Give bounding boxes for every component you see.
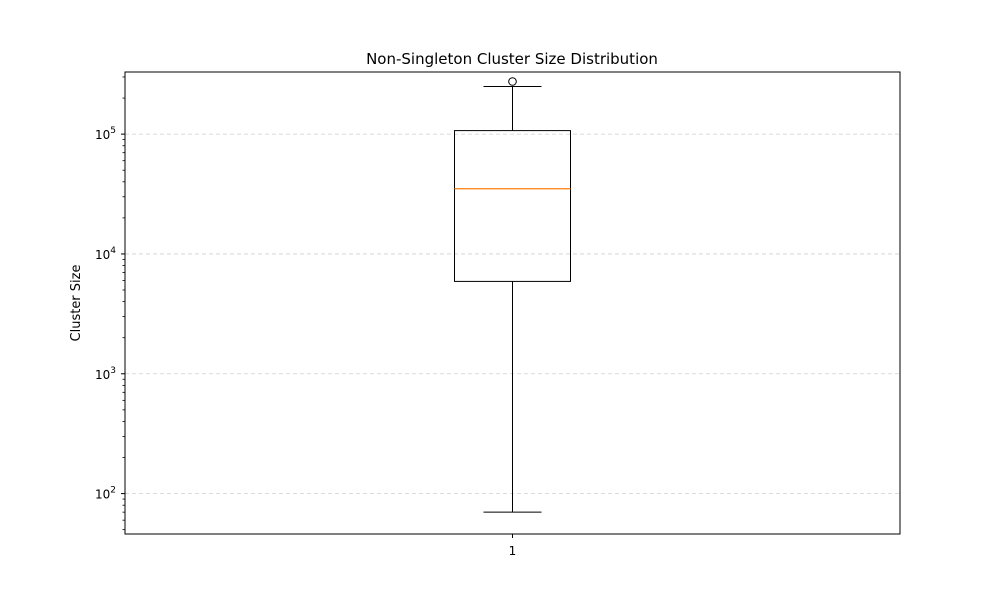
- y-tick-label-exponent: 4: [110, 246, 116, 256]
- y-axis-label: Cluster Size: [69, 265, 84, 342]
- y-tick-label-exponent: 5: [110, 126, 116, 136]
- y-tick-label-base: 10: [95, 248, 110, 262]
- y-tick-label-base: 10: [95, 128, 110, 142]
- y-tick-label: 105: [95, 126, 116, 142]
- chart-title: Non-Singleton Cluster Size Distribution: [366, 50, 658, 68]
- y-tick-label: 104: [95, 246, 116, 262]
- x-tick-label: 1: [509, 544, 517, 558]
- box-group: [454, 77, 571, 513]
- y-tick-label: 102: [95, 486, 116, 502]
- y-tick-label-base: 10: [95, 488, 110, 502]
- y-tick-label-exponent: 2: [110, 486, 116, 496]
- y-tick-label-base: 10: [95, 368, 110, 382]
- interquartile-box: [454, 130, 571, 282]
- y-tick-label: 103: [95, 366, 116, 382]
- x-axis: 1: [509, 534, 517, 558]
- y-tick-label-exponent: 3: [110, 366, 116, 376]
- outlier-point: [508, 77, 517, 86]
